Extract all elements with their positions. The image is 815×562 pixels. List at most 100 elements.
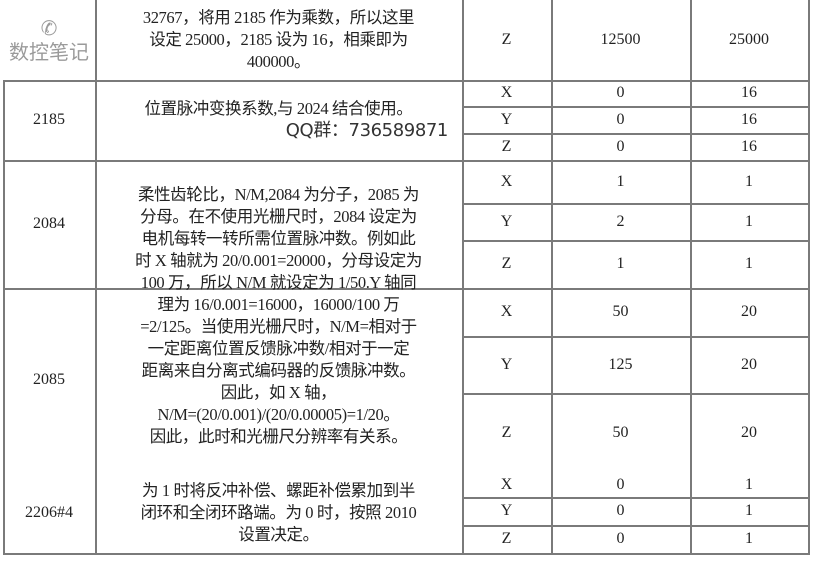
param-cell: 2206#4 (3, 472, 95, 553)
description-line: 因此，此时和光栅尺分辨率有关系。 (149, 427, 408, 446)
axis-cell: Z (462, 0, 551, 80)
table-rule (462, 525, 810, 527)
axis-cell: Y (462, 336, 551, 393)
axis-label: X (500, 303, 513, 320)
axis-cell: X (462, 80, 551, 106)
value-b: 20 (741, 355, 757, 373)
value-b: 20 (741, 423, 757, 441)
axis-cell: X (462, 472, 551, 497)
description-line: 电机每转一转所需位置脉冲数。例如此 (141, 229, 416, 248)
axis-cell: Y (462, 497, 551, 525)
description-line: 32767，将用 2185 作为乘数，所以这里 (142, 8, 415, 27)
value-cell: 16 (690, 80, 808, 106)
table-rule (462, 393, 810, 395)
axis-label: Z (501, 530, 512, 547)
param-cell: 2085 (3, 288, 95, 472)
table-rule (690, 0, 692, 555)
value-a: 50 (612, 423, 629, 441)
value-a: 2 (616, 212, 625, 230)
value-cell: 50 (551, 393, 690, 472)
value-b: 1 (745, 255, 753, 272)
value-b: 16 (741, 137, 757, 155)
value-cell: 20 (690, 288, 808, 336)
watermark: ✆ 数控笔记 (3, 0, 95, 80)
description-line: 时 X 轴就为 20/0.001=20000，分母设定为 (135, 251, 422, 270)
value-b: 1 (745, 530, 753, 547)
description-line: 一定距离位置反馈脉冲数/相对于一定 (147, 339, 410, 358)
value-a: 0 (616, 502, 625, 519)
description-line: 柔性齿轮比，N/M,2084 为分子，2085 为 (137, 185, 420, 204)
value-cell: 125 (551, 336, 690, 393)
value-cell: 0 (551, 106, 690, 133)
description-line: 400000。 (246, 52, 311, 71)
axis-label: X (500, 84, 513, 101)
axis-label: X (500, 172, 513, 190)
axis-label: Z (501, 31, 512, 48)
description-line: 距离来自分离式编码器的反馈脉冲数。 (141, 361, 416, 380)
table-rule (3, 288, 810, 290)
qq-group-text: QQ群：736589871 (285, 120, 449, 141)
table-rule (462, 203, 810, 205)
value-b: 1 (745, 212, 753, 230)
axis-label: Z (501, 137, 512, 155)
value-a: 50 (612, 303, 629, 320)
value-a: 0 (616, 530, 625, 547)
value-cell: 2 (551, 203, 690, 240)
value-cell: 1 (551, 160, 690, 203)
value-a: 0 (616, 475, 625, 493)
axis-cell: Z (462, 133, 551, 160)
axis-cell: Z (462, 240, 551, 288)
axis-label: X (500, 475, 513, 493)
axis-cell: Z (462, 525, 551, 553)
param-number: 2084 (33, 215, 65, 232)
value-cell: 1 (690, 203, 808, 240)
table-rule (3, 553, 810, 555)
value-a: 1 (616, 255, 625, 272)
value-cell: 0 (551, 525, 690, 553)
table-rule (3, 288, 97, 290)
axis-label: Y (500, 110, 513, 128)
table-rule (3, 80, 810, 82)
description-line: 位置脉冲变换系数,与 2024 结合使用。 (144, 99, 413, 118)
value-b: 1 (745, 475, 753, 493)
wechat-icon: ✆ (40, 16, 58, 40)
value-a: 0 (616, 84, 625, 101)
value-a: 12500 (600, 31, 641, 48)
value-cell: 1 (690, 525, 808, 553)
description-cell: 位置脉冲变换系数,与 2024 结合使用。 QQ群：736589871 (95, 80, 462, 160)
value-cell: 0 (551, 133, 690, 160)
value-cell: 0 (551, 472, 690, 497)
value-a: 0 (616, 110, 625, 128)
table-rule (95, 0, 97, 555)
axis-label: Y (500, 212, 513, 230)
value-cell: 50 (551, 288, 690, 336)
value-b: 20 (741, 303, 757, 320)
value-cell: 25000 (690, 0, 808, 80)
description-line: 100 万，所以 N/M 就设定为 1/50.Y 轴同 (140, 273, 417, 292)
param-number: 2185 (33, 111, 65, 128)
axis-label: Z (501, 423, 512, 441)
axis-cell: X (462, 288, 551, 336)
axis-cell: Y (462, 106, 551, 133)
description-line: 闭环和全闭环路端。为 0 时，按照 2010 (140, 502, 417, 522)
param-number: 2206#4 (25, 503, 73, 521)
watermark-text: 数控笔记 (9, 40, 89, 64)
value-a: 125 (608, 355, 633, 373)
description-line: N/M=(20/0.001)/(20/0.00005)=1/20。 (157, 405, 400, 424)
description-line: 理为 16/0.001=16000，16000/100 万 (157, 295, 400, 314)
description-cell: 32767，将用 2185 作为乘数，所以这里 设定 25000，2185 设为 … (95, 0, 462, 80)
table-rule (462, 240, 810, 242)
value-cell: 1 (690, 160, 808, 203)
value-cell: 0 (551, 80, 690, 106)
value-cell: 16 (690, 133, 808, 160)
value-cell: 16 (690, 106, 808, 133)
table-rule (551, 0, 553, 555)
value-b: 25000 (729, 31, 769, 48)
axis-label: Y (500, 355, 513, 373)
table-rule (462, 336, 810, 338)
table-rule (3, 80, 5, 555)
value-cell: 1 (690, 240, 808, 288)
description-line: 设置决定。 (238, 524, 319, 544)
value-cell: 0 (551, 497, 690, 525)
value-a: 1 (616, 172, 625, 190)
